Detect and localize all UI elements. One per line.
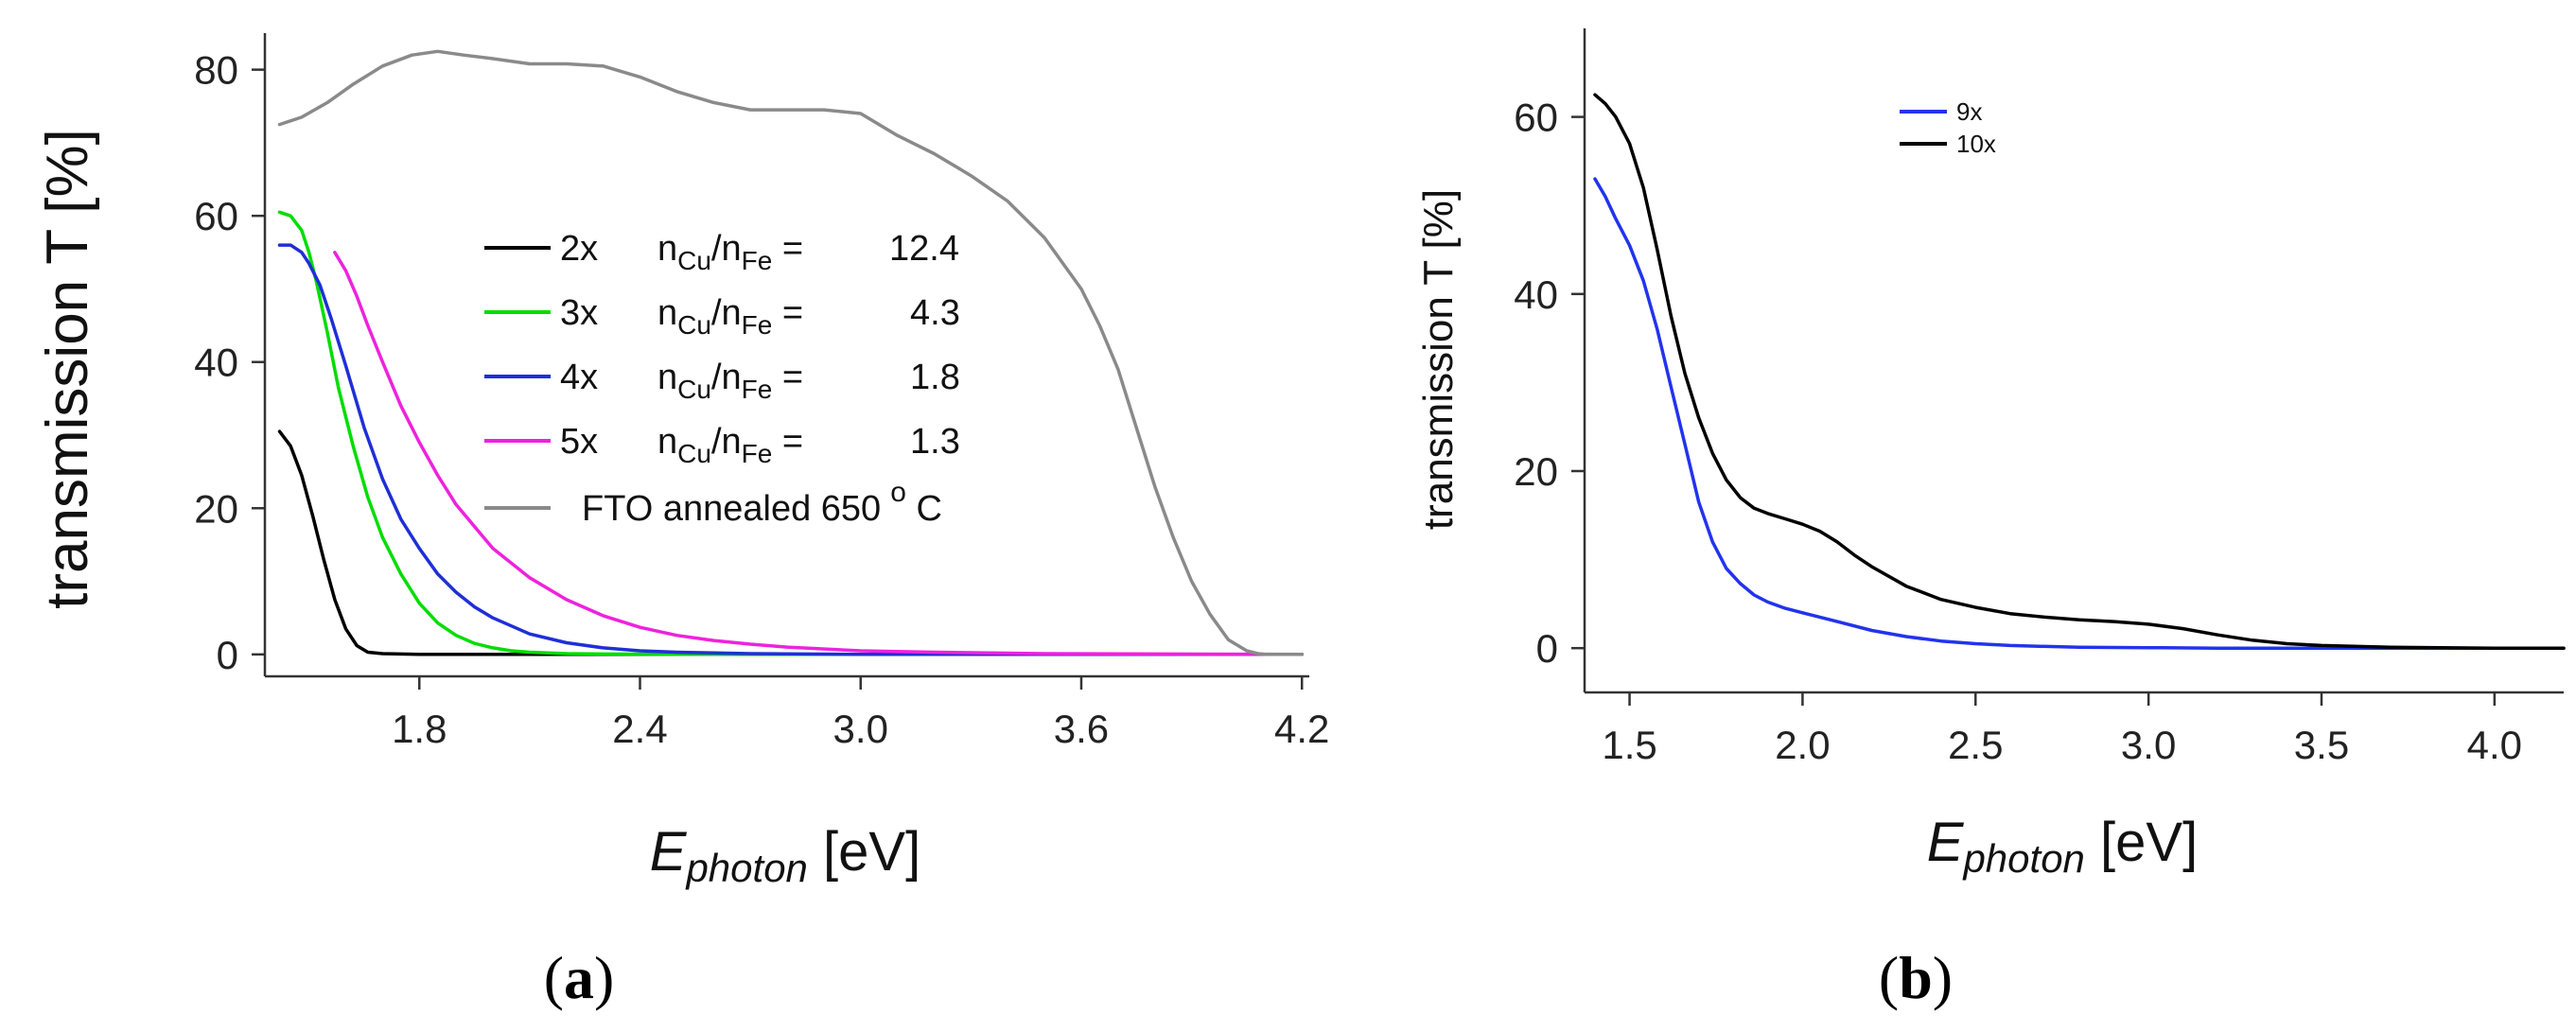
chart-b-x-tick-label: 4.0: [2467, 723, 2522, 767]
panel-label-a: (a): [544, 944, 615, 1011]
chart-a-y-tick-label: 40: [194, 341, 238, 385]
legend-item-5x: 5x nCu/nFe = 1.3: [484, 422, 960, 468]
legend-label-fto: FTO annealed 650 o C: [582, 477, 942, 529]
chart-b-x-tick-label: 2.5: [1948, 723, 2003, 767]
chart-a-series-group: [277, 49, 1304, 656]
chart-b: 1.5 2.0 2.5 3.0 3.5 4.0 0 20 40 60 transmission T…: [1415, 28, 2566, 1011]
chart-a-series-line-5x: [333, 251, 1304, 656]
chart-a-y-tick-label: 20: [194, 486, 238, 531]
legend-item-2x: 2x nCu/nFe = 12.4: [484, 229, 959, 275]
chart-a-x-label-symbol: E: [650, 821, 688, 883]
legend-item-fto: FTO annealed 650 o C: [484, 477, 942, 529]
chart-a-x-tick-label: 1.8: [392, 707, 447, 751]
chart-a-y-axis-label: transmission T [%]: [35, 129, 100, 609]
chart-a-ticks: 1.8 2.4 3.0 3.6 4.2 0 20 40 60 80: [194, 48, 1329, 751]
chart-b-x-tick-label: 2.0: [1775, 723, 1830, 767]
chart-a-x-label-unit: [eV]: [808, 821, 920, 883]
chart-a-series-line-fto-annealed-650: [277, 49, 1304, 656]
chart-a-y-tick-label: 60: [194, 194, 238, 238]
chart-a: 1.8 2.4 3.0 3.6 4.2 0 20 40 60 80 transmission T …: [35, 33, 1329, 1011]
chart-a-x-tick-label: 4.2: [1274, 707, 1329, 751]
legend-item-4x: 4x nCu/nFe = 1.8: [484, 358, 960, 404]
chart-b-x-tick-label: 1.5: [1602, 723, 1656, 767]
chart-b-ticks: 1.5 2.0 2.5 3.0 3.5 4.0 0 20 40 60: [1514, 96, 2522, 767]
chart-a-x-label-sub: photon: [684, 846, 807, 890]
chart-a-x-tick-label: 3.6: [1054, 707, 1109, 751]
legend-item-9x: 9x: [1900, 97, 1982, 126]
legend-label-5x: 5x nCu/nFe = 1.3: [560, 422, 960, 468]
chart-b-y-tick-label: 60: [1514, 96, 1558, 140]
chart-a-x-tick-label: 2.4: [612, 707, 667, 751]
chart-a-x-tick-label: 3.0: [833, 707, 888, 751]
chart-b-y-tick-label: 20: [1514, 449, 1558, 494]
chart-a-x-axis-label: Ephoton [eV]: [650, 821, 920, 890]
chart-a-series-line-4x: [277, 243, 1304, 656]
chart-b-x-axis-label: Ephoton [eV]: [1927, 812, 2198, 881]
chart-a-legend: 2x nCu/nFe = 12.4 3x nCu/nFe = 4.3 4x nCu/n…: [484, 229, 960, 529]
chart-b-x-tick-label: 3.0: [2121, 723, 2176, 767]
chart-b-series-line-9x: [1593, 177, 2566, 650]
legend-label-9x: 9x: [1956, 97, 1982, 126]
chart-b-y-tick-label: 40: [1514, 272, 1558, 317]
chart-b-series-group: [1593, 93, 2566, 650]
chart-a-y-tick-label: 0: [217, 633, 238, 677]
legend-label-10x: 10x: [1956, 130, 1996, 158]
panel-label-b: (b): [1879, 944, 1953, 1011]
chart-a-y-tick-label: 80: [194, 48, 238, 93]
legend-label-2x: 2x nCu/nFe = 12.4: [560, 229, 959, 275]
chart-b-y-tick-label: 0: [1536, 626, 1558, 671]
chart-b-legend: 9x 10x: [1900, 97, 1996, 158]
chart-b-x-tick-label: 3.5: [2294, 723, 2349, 767]
legend-label-3x: 3x nCu/nFe = 4.3: [560, 293, 960, 340]
legend-item-3x: 3x nCu/nFe = 4.3: [484, 293, 960, 340]
chart-b-y-axis-label: transmission T [%]: [1415, 189, 1462, 530]
legend-item-10x: 10x: [1900, 130, 1996, 158]
legend-label-4x: 4x nCu/nFe = 1.8: [560, 358, 960, 404]
chart-b-series-line-10x: [1593, 93, 2566, 650]
